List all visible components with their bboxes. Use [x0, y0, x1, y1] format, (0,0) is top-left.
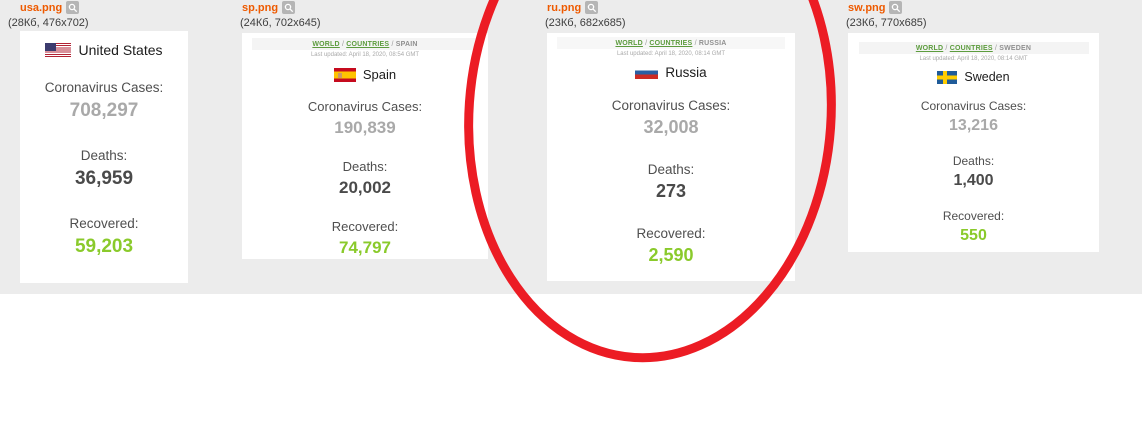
file-meta-russia: (23Кб, 682x685) [545, 17, 626, 29]
thumbnail-sweden-card[interactable]: WORLD / COUNTRIES / SWEDEN Last updated:… [848, 33, 1099, 252]
last-updated-text: Last updated: April 18, 2020, 08:14 GMT [919, 56, 1028, 62]
cases-label: Coronavirus Cases: [307, 99, 423, 114]
deaths-label: Deaths: [952, 154, 995, 168]
thumbnail-spain-card[interactable]: WORLD / COUNTRIES / SPAIN Last updated: … [242, 33, 488, 259]
recovered-value: 59,203 [74, 236, 134, 257]
russia-flag-icon [635, 66, 659, 79]
thumbnail-usa-card[interactable]: United States Coronavirus Cases: 708,297… [20, 31, 188, 283]
us-flag-icon [45, 43, 72, 57]
sweden-flag-icon [937, 70, 958, 84]
breadcrumb-separator: / [645, 40, 648, 47]
deaths-label: Deaths: [80, 148, 128, 163]
magnifier-icon[interactable] [585, 1, 599, 14]
cases-value: 13,216 [949, 117, 998, 134]
recovered-value: 74,797 [339, 238, 391, 257]
recovered-label: Recovered: [331, 219, 399, 234]
breadcrumb-countries-link: COUNTRIES [949, 45, 993, 52]
country-title: Sweden [848, 70, 1099, 84]
cases-label: Coronavirus Cases: [920, 99, 1027, 113]
breadcrumb-world-link: WORLD [915, 45, 944, 52]
cases-value: 32,008 [643, 117, 699, 137]
recovered-label: Recovered: [636, 226, 706, 241]
breadcrumb-separator: / [945, 45, 948, 52]
thumbnail-russia-card[interactable]: WORLD / COUNTRIES / RUSSIA Last updated:… [547, 33, 795, 281]
breadcrumb-current: RUSSIA [698, 40, 727, 47]
breadcrumb-countries-link: COUNTRIES [649, 40, 693, 47]
file-meta-usa: (28Кб, 476x702) [8, 17, 89, 29]
breadcrumb-world-link: WORLD [615, 40, 643, 47]
breadcrumb: WORLD / COUNTRIES / SWEDEN [858, 42, 1089, 54]
cases-label: Coronavirus Cases: [611, 98, 731, 113]
file-link-sweden[interactable]: sw.png [848, 1, 886, 14]
deaths-value: 36,959 [74, 168, 134, 189]
breadcrumb-world-link: WORLD [312, 41, 340, 48]
file-link-usa[interactable]: usa.png [20, 1, 63, 14]
country-name: Spain [362, 67, 397, 82]
file-entry-label-spain: sp.png (24Кб, 702x645) [240, 1, 321, 29]
deaths-label: Deaths: [342, 159, 388, 174]
last-updated-text: Last updated: April 18, 2020, 08:14 GMT [616, 51, 726, 57]
magnifier-icon[interactable] [889, 1, 903, 14]
cases-label: Coronavirus Cases: [44, 80, 164, 95]
recovered-label: Recovered: [942, 209, 1005, 223]
country-title: Russia [547, 65, 795, 80]
breadcrumb-separator: / [341, 41, 345, 48]
breadcrumb-countries-link: COUNTRIES [346, 41, 390, 48]
last-updated-text: Last updated: April 18, 2020, 08:54 GMT [310, 52, 420, 58]
recovered-value: 550 [960, 227, 987, 244]
breadcrumb-separator: / [994, 45, 998, 52]
file-entry-label-russia: ru.png (23Кб, 682x685) [545, 1, 626, 29]
breadcrumb-separator: / [694, 40, 697, 47]
country-title: United States [20, 42, 188, 58]
breadcrumb: WORLD / COUNTRIES / RUSSIA [557, 37, 785, 49]
country-title: Spain [242, 67, 488, 82]
magnifier-icon[interactable] [282, 1, 296, 14]
file-meta-sweden: (23Кб, 770x685) [846, 17, 927, 29]
country-name: Russia [665, 65, 707, 80]
recovered-value: 2,590 [648, 245, 694, 265]
breadcrumb-current: SPAIN [395, 41, 418, 48]
file-entry-label-sweden: sw.png (23Кб, 770x685) [846, 1, 927, 29]
deaths-value: 20,002 [339, 178, 391, 197]
file-link-spain[interactable]: sp.png [242, 1, 279, 14]
file-meta-spain: (24Кб, 702x645) [240, 17, 321, 29]
file-link-russia[interactable]: ru.png [547, 1, 582, 14]
deaths-value: 273 [655, 181, 687, 201]
cases-value: 708,297 [69, 100, 139, 121]
cases-value: 190,839 [334, 118, 396, 137]
file-entry-label-usa: usa.png (28Кб, 476x702) [8, 1, 89, 29]
deaths-value: 1,400 [953, 172, 994, 189]
magnifier-icon[interactable] [66, 1, 80, 14]
country-name: United States [78, 42, 163, 58]
country-name: Sweden [964, 70, 1010, 84]
recovered-label: Recovered: [69, 216, 139, 231]
breadcrumb-separator: / [391, 41, 394, 48]
deaths-label: Deaths: [647, 162, 695, 177]
breadcrumb-current: SWEDEN [999, 45, 1032, 52]
spain-flag-icon [333, 67, 356, 82]
breadcrumb: WORLD / COUNTRIES / SPAIN [252, 38, 478, 50]
